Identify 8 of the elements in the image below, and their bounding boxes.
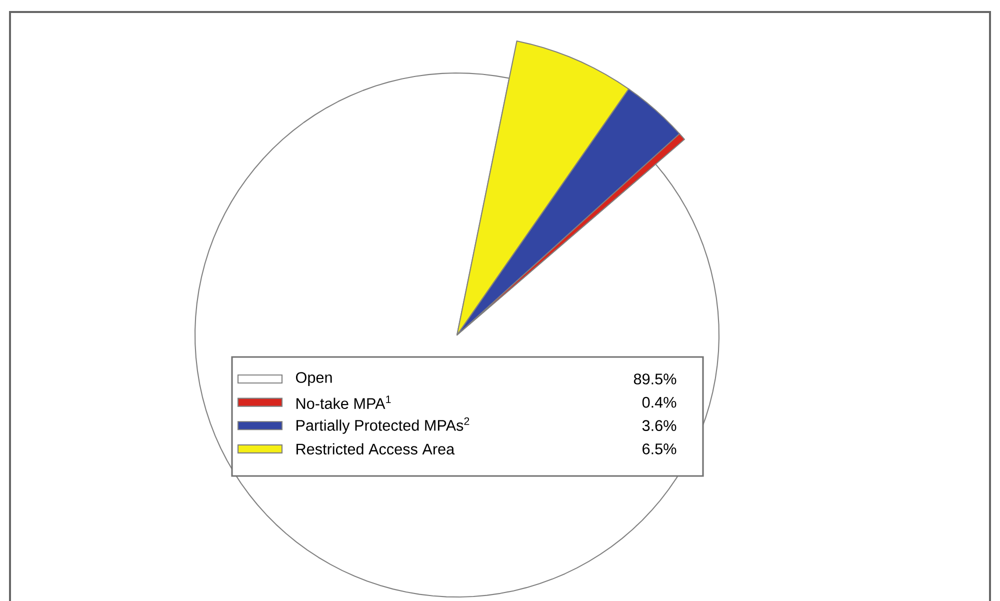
legend-label: Partially Protected MPAs$^{2}$ bbox=[296, 417, 470, 434]
legend-label: Open bbox=[296, 372, 332, 386]
legend-label: No-take MPA$^{1}$ bbox=[296, 396, 391, 409]
data-label: 6.5% bbox=[642, 443, 676, 454]
data-label: 89.5% bbox=[634, 374, 676, 384]
data-label: 0.4% bbox=[642, 396, 676, 408]
legend-label: Restricted Access Area bbox=[296, 443, 455, 455]
data-label: 3.6% bbox=[642, 420, 676, 432]
